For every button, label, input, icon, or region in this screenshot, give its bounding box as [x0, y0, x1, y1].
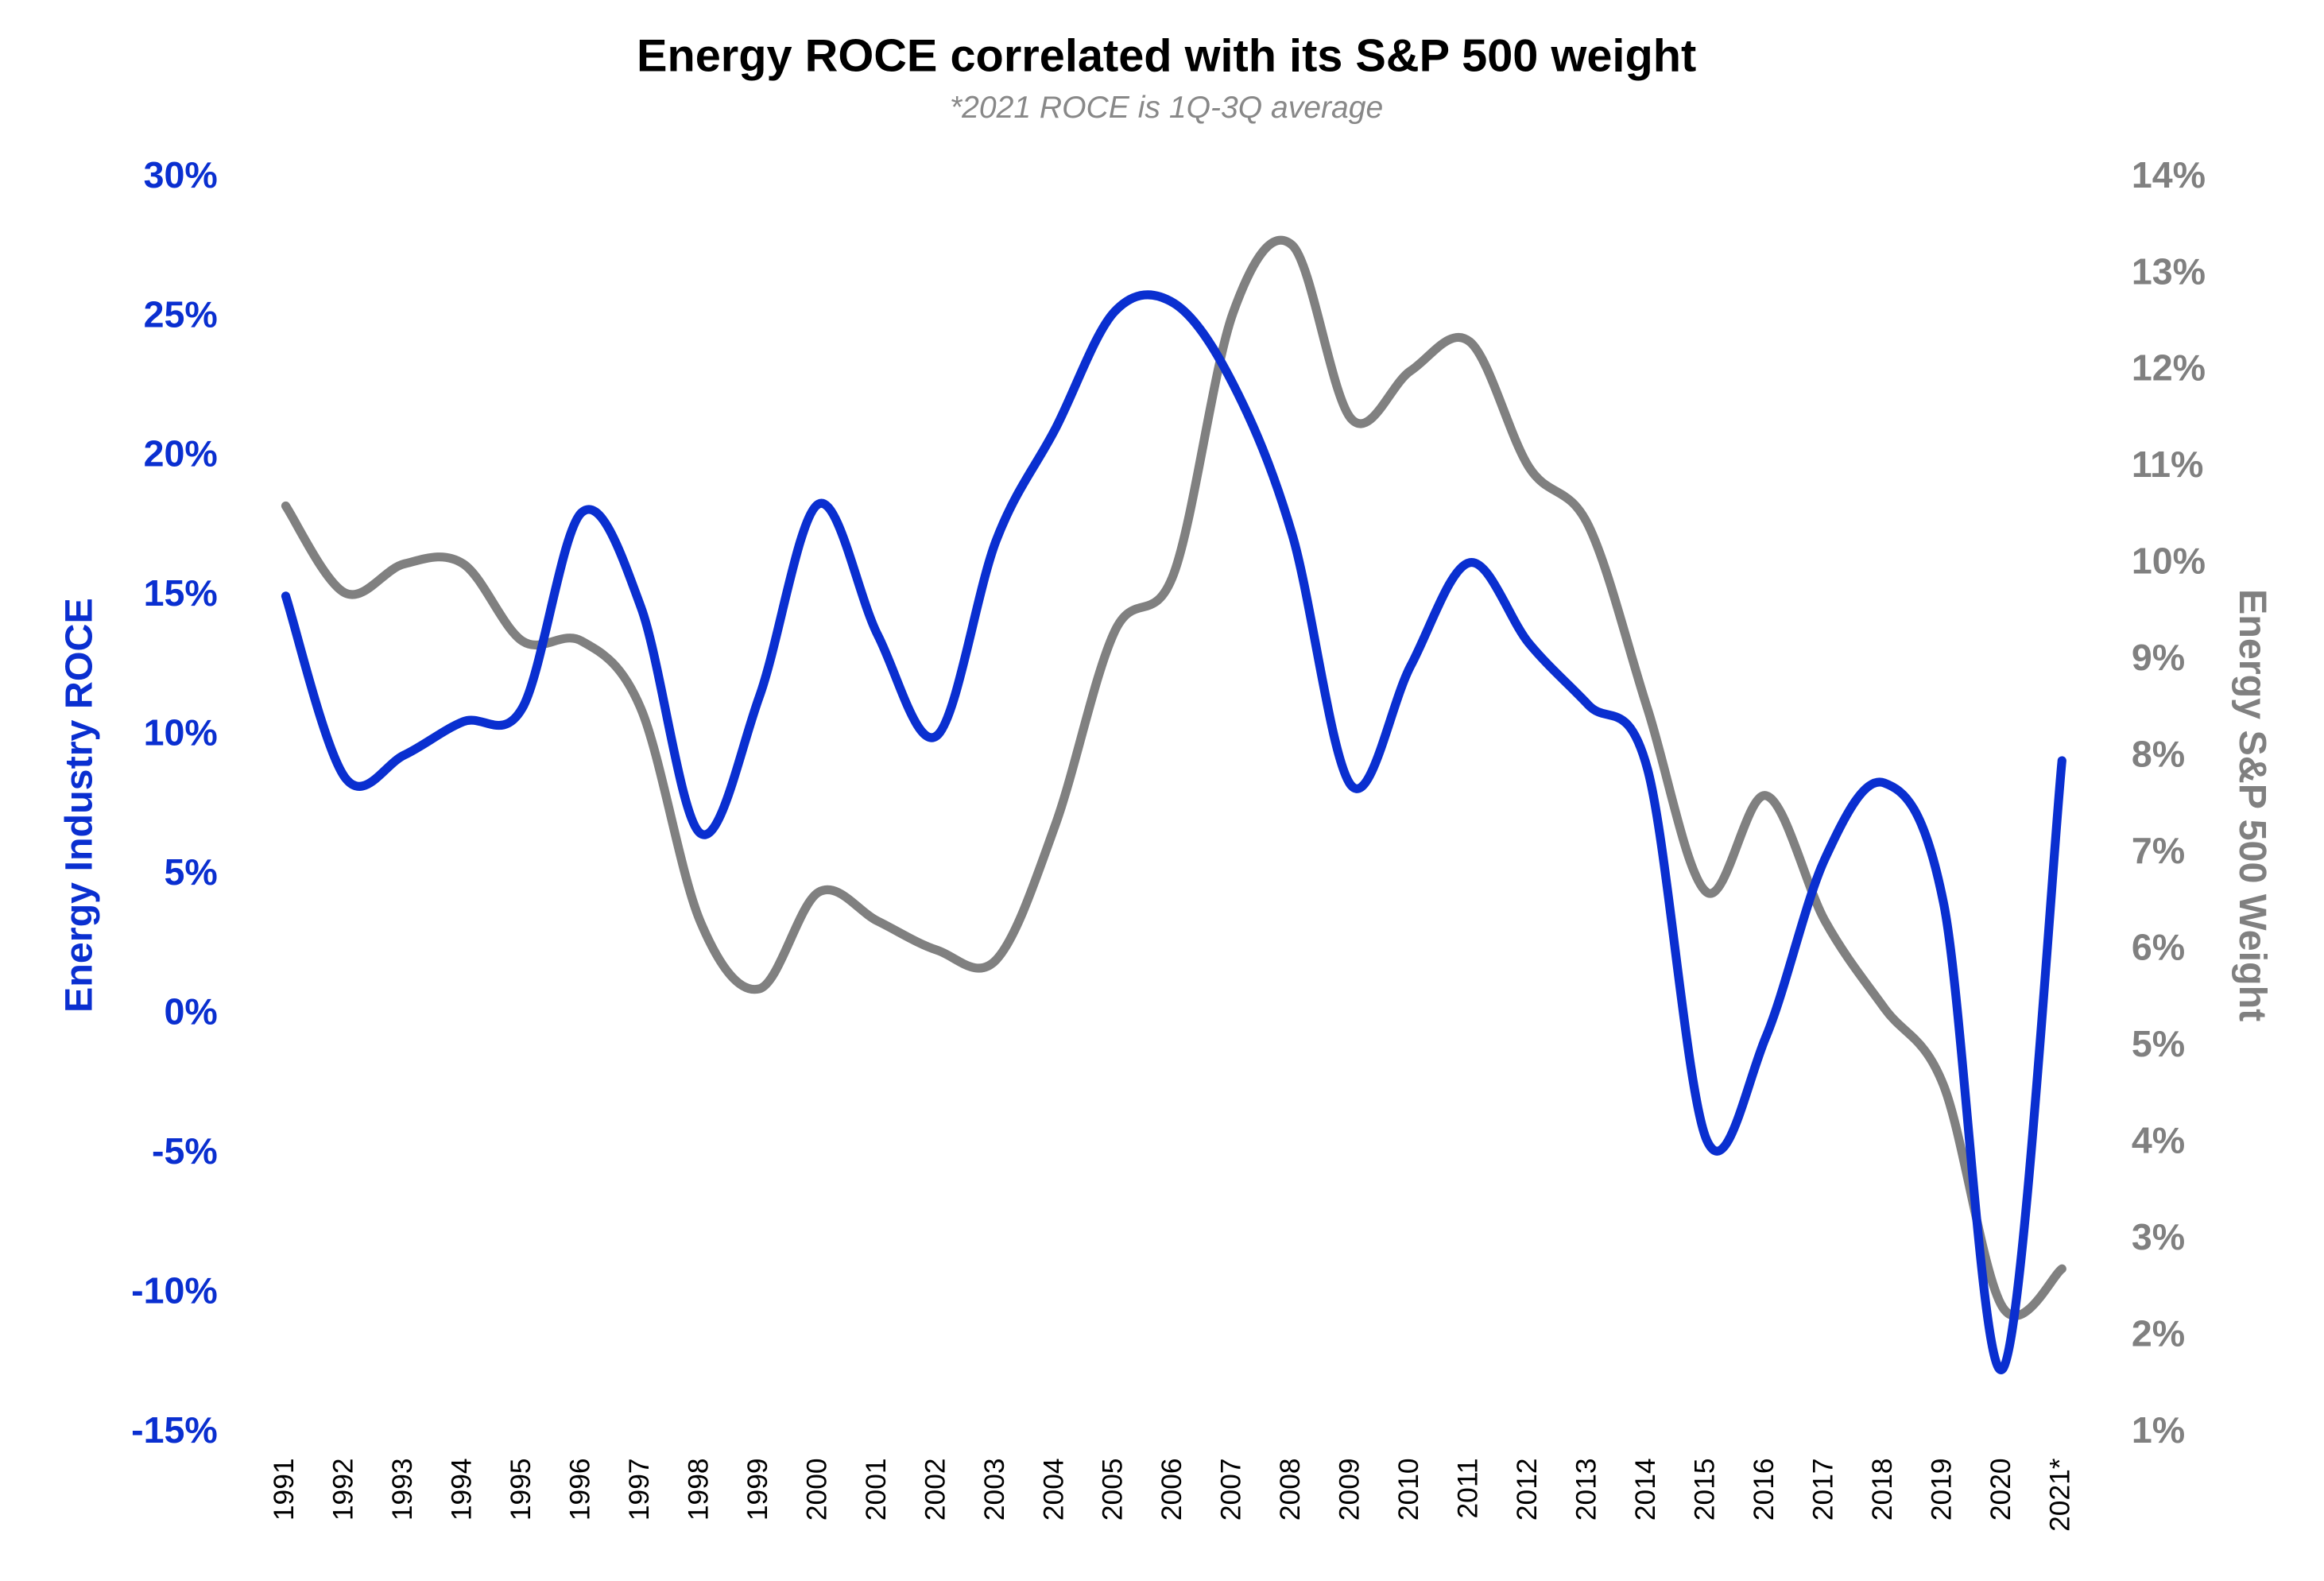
y2-axis-title: Energy S&P 500 Weight — [2231, 589, 2274, 1021]
y-axis-title: Energy Industry ROCE — [57, 598, 100, 1013]
y2-tick-label: 11% — [2132, 444, 2204, 485]
y2-tick-label: 6% — [2132, 927, 2185, 968]
y-tick-label: 0% — [165, 991, 218, 1033]
y2-tick-label: 8% — [2132, 734, 2185, 775]
y2-tick-label: 5% — [2132, 1023, 2185, 1064]
y-tick-label: 15% — [144, 572, 218, 614]
x-tick-label: 2021* — [2045, 1458, 2076, 1532]
x-tick-label: 2010 — [1393, 1458, 1424, 1521]
x-tick-label: 2012 — [1512, 1458, 1543, 1521]
x-tick-label: 2005 — [1098, 1458, 1129, 1521]
y2-tick-label: 9% — [2132, 637, 2185, 678]
x-tick-label: 2016 — [1749, 1458, 1780, 1521]
x-tick-label: 2019 — [1927, 1458, 1958, 1521]
x-tick-label: 1998 — [683, 1458, 714, 1521]
x-tick-label: 2015 — [1690, 1458, 1721, 1521]
y-tick-label: 10% — [144, 712, 218, 754]
y-tick-label: 20% — [144, 433, 218, 475]
x-tick-label: 2020 — [1985, 1458, 2016, 1521]
x-tick-label: 2003 — [979, 1458, 1010, 1521]
x-tick-label: 2017 — [1808, 1458, 1839, 1521]
x-tick-label: 1997 — [624, 1458, 655, 1521]
x-tick-label: 2007 — [1216, 1458, 1247, 1521]
x-tick-label: 2006 — [1156, 1458, 1187, 1521]
y-tick-label: 5% — [165, 851, 218, 893]
x-tick-label: 2011 — [1453, 1458, 1484, 1518]
y-tick-label: -5% — [152, 1130, 218, 1172]
y-tick-label: -10% — [131, 1270, 218, 1312]
line-series — [281, 290, 2066, 1374]
y2-tick-label: 13% — [2132, 250, 2206, 292]
y2-tick-label: 3% — [2132, 1216, 2185, 1257]
x-tick-label: 1994 — [446, 1458, 477, 1521]
y-tick-label: 30% — [144, 154, 218, 196]
x-tick-label: 2001 — [861, 1458, 892, 1521]
x-tick-label: 2013 — [1571, 1458, 1602, 1521]
x-tick-label: 2004 — [1038, 1458, 1069, 1521]
y2-tick-label: 2% — [2132, 1313, 2185, 1354]
x-tick-label: 1995 — [505, 1458, 536, 1521]
chart-title: Energy ROCE correlated with its S&P 500 … — [637, 31, 1696, 82]
x-tick-label: 1993 — [387, 1458, 418, 1521]
line-series — [281, 235, 2066, 1320]
y2-tick-label: 10% — [2132, 541, 2206, 582]
y2-tick-label: 4% — [2132, 1120, 2185, 1161]
x-tick-label: 2009 — [1334, 1458, 1365, 1521]
x-tick-label: 1996 — [564, 1458, 595, 1521]
y2-tick-label: 14% — [2132, 154, 2206, 196]
y-tick-label: 25% — [144, 293, 218, 335]
x-tick-label: 2008 — [1275, 1458, 1306, 1521]
x-tick-label: 1991 — [269, 1458, 300, 1521]
x-tick-label: 2014 — [1630, 1458, 1661, 1521]
y2-tick-label: 12% — [2132, 347, 2206, 389]
x-tick-label: 2018 — [1867, 1458, 1898, 1521]
y-tick-label: -15% — [131, 1409, 218, 1451]
x-tick-label: 2000 — [801, 1458, 832, 1521]
y2-tick-label: 7% — [2132, 830, 2185, 871]
y2-tick-label: 1% — [2132, 1409, 2185, 1451]
x-tick-label: 1999 — [742, 1458, 773, 1521]
x-tick-label: 1992 — [327, 1458, 358, 1521]
x-tick-label: 2002 — [920, 1458, 951, 1521]
chart-subtitle: *2021 ROCE is 1Q-3Q average — [950, 91, 1383, 125]
